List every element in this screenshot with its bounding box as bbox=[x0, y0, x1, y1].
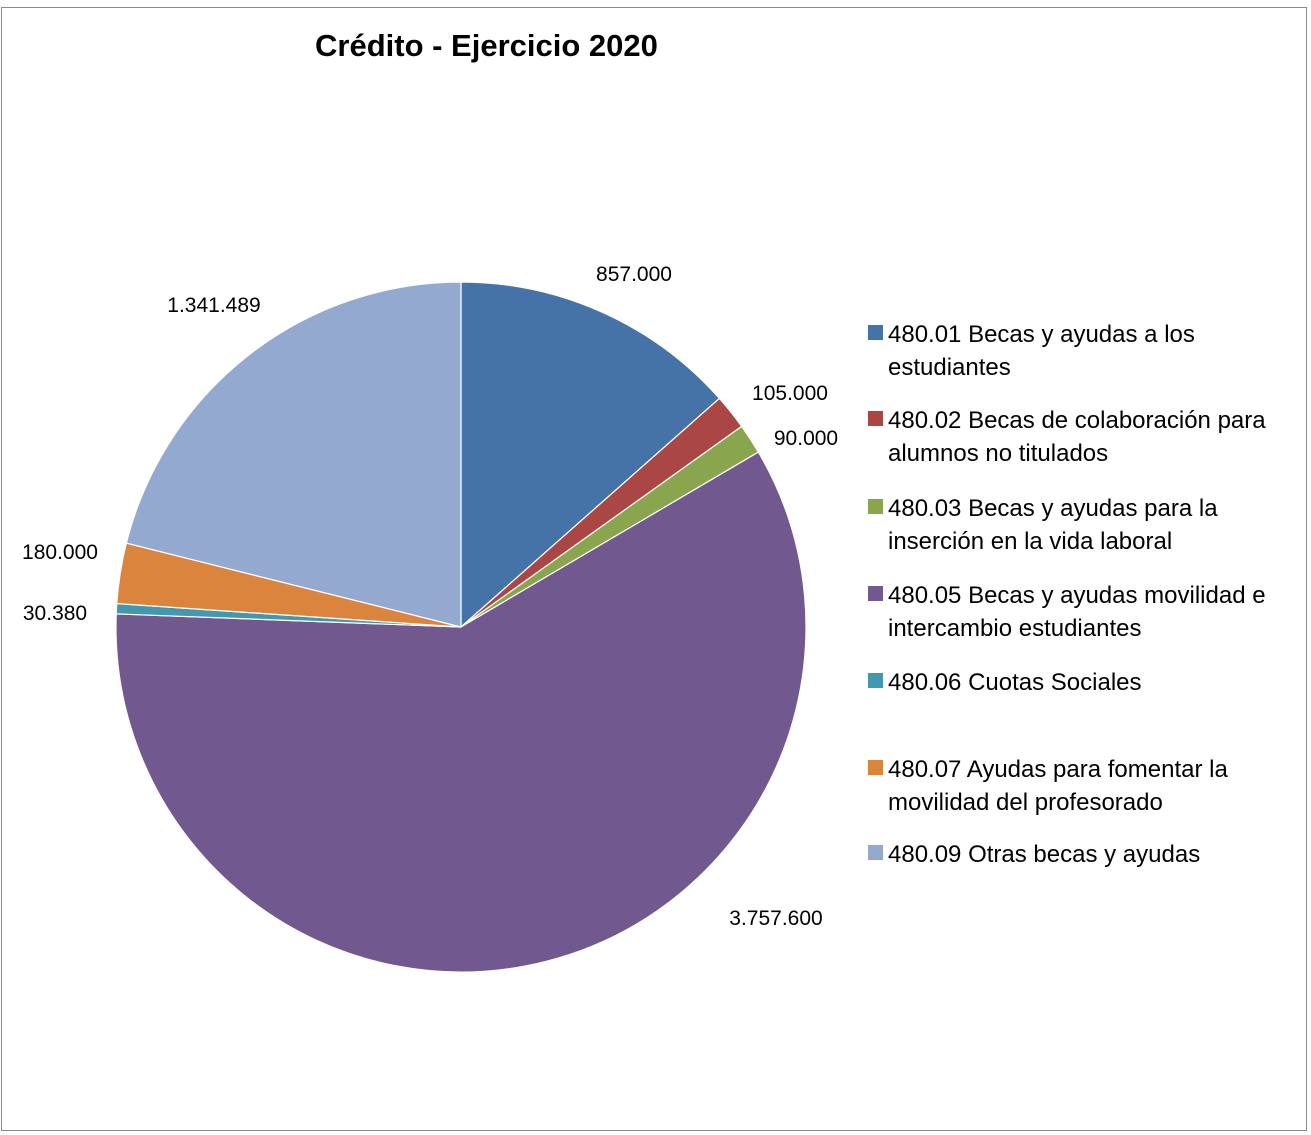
legend-swatch-1 bbox=[868, 325, 883, 340]
legend-swatch-6 bbox=[868, 760, 883, 775]
chart-frame bbox=[1, 7, 1307, 1131]
data-label-1: 857.000 bbox=[596, 263, 672, 286]
legend-label-2: 480.02 Becas de colaboración para alumno… bbox=[888, 407, 1266, 467]
legend-swatch-2 bbox=[868, 411, 883, 426]
legend-label-5: 480.06 Cuotas Sociales bbox=[888, 669, 1142, 696]
data-label-7: 1.341.489 bbox=[167, 294, 260, 317]
legend-item-6: 480.07 Ayudas para fomentar la movilidad… bbox=[868, 753, 1308, 819]
chart-title: Crédito - Ejercicio 2020 bbox=[315, 28, 658, 63]
data-label-2: 105.000 bbox=[752, 382, 828, 405]
legend-swatch-5 bbox=[868, 673, 883, 688]
legend-label-3: 480.03 Becas y ayudas para la inserción … bbox=[888, 495, 1218, 555]
legend-item-1: 480.01 Becas y ayudas a los estudiantes bbox=[868, 318, 1308, 384]
legend-item-7: 480.09 Otras becas y ayudas bbox=[868, 838, 1308, 871]
data-label-6: 180.000 bbox=[22, 541, 98, 564]
pie-slice-4 bbox=[115, 451, 807, 973]
legend-label-7: 480.09 Otras becas y ayudas bbox=[888, 841, 1201, 868]
legend-swatch-7 bbox=[868, 845, 883, 860]
legend-item-2: 480.02 Becas de colaboración para alumno… bbox=[868, 404, 1308, 470]
legend-item-5: 480.06 Cuotas Sociales bbox=[868, 666, 1308, 699]
data-label-4: 3.757.600 bbox=[729, 907, 822, 930]
pie-slice-1 bbox=[460, 281, 721, 629]
pie-slice-7 bbox=[125, 281, 462, 628]
legend-swatch-4 bbox=[868, 586, 883, 601]
data-label-3: 90.000 bbox=[774, 427, 838, 450]
legend-item-4: 480.05 Becas y ayudas movilidad e interc… bbox=[868, 579, 1308, 645]
legend-item-3: 480.03 Becas y ayudas para la inserción … bbox=[868, 492, 1308, 558]
data-label-5: 30.380 bbox=[23, 602, 87, 625]
legend-label-1: 480.01 Becas y ayudas a los estudiantes bbox=[888, 321, 1195, 381]
legend-swatch-3 bbox=[868, 499, 883, 514]
legend-label-4: 480.05 Becas y ayudas movilidad e interc… bbox=[888, 582, 1266, 642]
legend-label-6: 480.07 Ayudas para fomentar la movilidad… bbox=[888, 756, 1228, 816]
